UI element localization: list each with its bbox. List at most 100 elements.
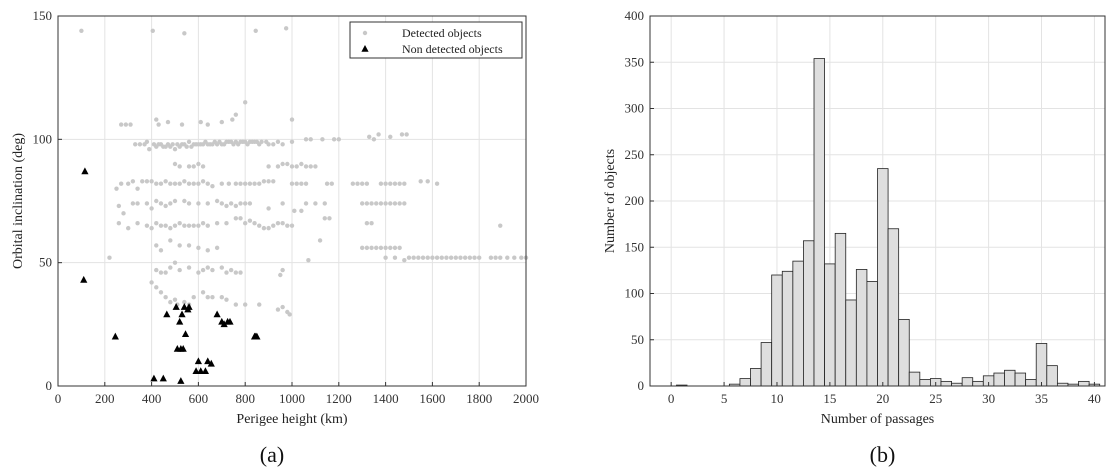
detected-point (369, 221, 374, 226)
detected-point (219, 265, 224, 270)
detected-point (172, 223, 178, 228)
detected-point (200, 290, 206, 295)
y-tick-label: 100 (625, 286, 645, 301)
detected-point (266, 179, 271, 184)
detected-point (172, 147, 178, 152)
x-tick-label: 5 (721, 391, 728, 406)
histogram-y-ticks: 0 50 100 150 200 250 300 350 400 (625, 8, 654, 393)
detected-point (402, 258, 407, 263)
detected-point (182, 31, 187, 36)
detected-point (266, 225, 271, 231)
x-tick-label: 200 (95, 391, 115, 406)
detected-point (418, 179, 423, 184)
y-tick-label: 300 (625, 101, 645, 116)
detected-point (404, 132, 409, 137)
detected-point (392, 201, 398, 206)
detected-point (439, 255, 444, 260)
detected-point (79, 28, 84, 33)
detected-point (498, 223, 503, 228)
detected-point (388, 201, 393, 206)
histogram-bar (1035, 343, 1048, 387)
x-tick-label: 1600 (419, 391, 445, 406)
detected-point (289, 139, 295, 144)
histogram-bar (993, 372, 1005, 387)
detected-point (388, 245, 393, 251)
detected-point (172, 260, 178, 265)
detected-point (154, 243, 159, 248)
legend-detected-marker (362, 30, 368, 36)
detected-point (224, 270, 229, 275)
detected-point (233, 270, 239, 275)
detected-point (261, 179, 267, 184)
detected-point (149, 179, 154, 184)
detected-point (149, 206, 154, 211)
scatter-legend: Detected objects Non detected objects (349, 21, 523, 59)
scatter-panel: 0 200 400 600 800 1000 1200 1400 1600 1800 2000 0 5… (11, 8, 539, 467)
detected-point (444, 255, 449, 260)
detected-point (198, 119, 203, 125)
y-tick-label: 100 (33, 131, 53, 146)
detected-point (448, 255, 454, 260)
detected-point (367, 134, 372, 140)
detected-point (233, 203, 239, 209)
y-tick-label: 200 (625, 193, 645, 208)
x-tick-label: 1200 (326, 391, 352, 406)
non-detected-point (177, 377, 185, 384)
detected-point (233, 181, 239, 186)
detected-point (425, 179, 430, 184)
histogram-bar (866, 281, 878, 387)
x-tick-label: 10 (770, 391, 783, 406)
detected-point (182, 299, 187, 305)
detected-point (158, 223, 164, 228)
histogram-bar (1078, 380, 1090, 387)
detected-point (205, 181, 210, 186)
x-tick-label: 0 (668, 391, 675, 406)
detected-point (278, 272, 283, 278)
non-detected-point (179, 345, 187, 352)
histogram-bar (739, 378, 751, 387)
detected-point (324, 181, 330, 186)
detected-point (247, 181, 253, 186)
histogram-bar (834, 232, 847, 387)
detected-point (156, 122, 161, 127)
detected-point (243, 302, 248, 307)
detected-point (308, 137, 313, 142)
detected-point (322, 216, 327, 221)
detected-point (257, 302, 262, 307)
detected-point (453, 255, 458, 260)
detected-point (140, 179, 145, 184)
detected-point (177, 221, 182, 226)
detected-point (416, 255, 421, 260)
detected-point (364, 181, 370, 186)
detected-point (329, 181, 334, 186)
detected-point (383, 201, 388, 206)
histogram-bar (813, 58, 825, 387)
detected-point (303, 137, 309, 142)
detected-point (210, 295, 215, 300)
detected-point (364, 201, 370, 206)
detected-point (226, 181, 232, 186)
detected-point (247, 218, 253, 223)
detected-point (186, 243, 192, 248)
x-tick-label: 2000 (513, 391, 539, 406)
detected-point (158, 181, 164, 186)
detected-point (360, 201, 365, 206)
detected-point (224, 221, 229, 226)
non-detected-point (80, 275, 88, 283)
x-tick-label: 600 (189, 391, 209, 406)
detected-point (430, 255, 435, 260)
detected-point (135, 221, 140, 226)
y-tick-label: 350 (625, 54, 645, 69)
detected-point (126, 181, 131, 186)
x-tick-label: 15 (823, 391, 836, 406)
detected-point (230, 117, 235, 122)
detected-point (150, 28, 155, 33)
detected-point (233, 216, 239, 221)
detected-point (294, 164, 299, 169)
non-detected-point (159, 374, 167, 382)
detected-point (186, 164, 192, 169)
detected-point (280, 304, 285, 310)
x-tick-label: 1800 (466, 391, 492, 406)
detected-point (378, 201, 384, 206)
detected-point (257, 181, 262, 186)
